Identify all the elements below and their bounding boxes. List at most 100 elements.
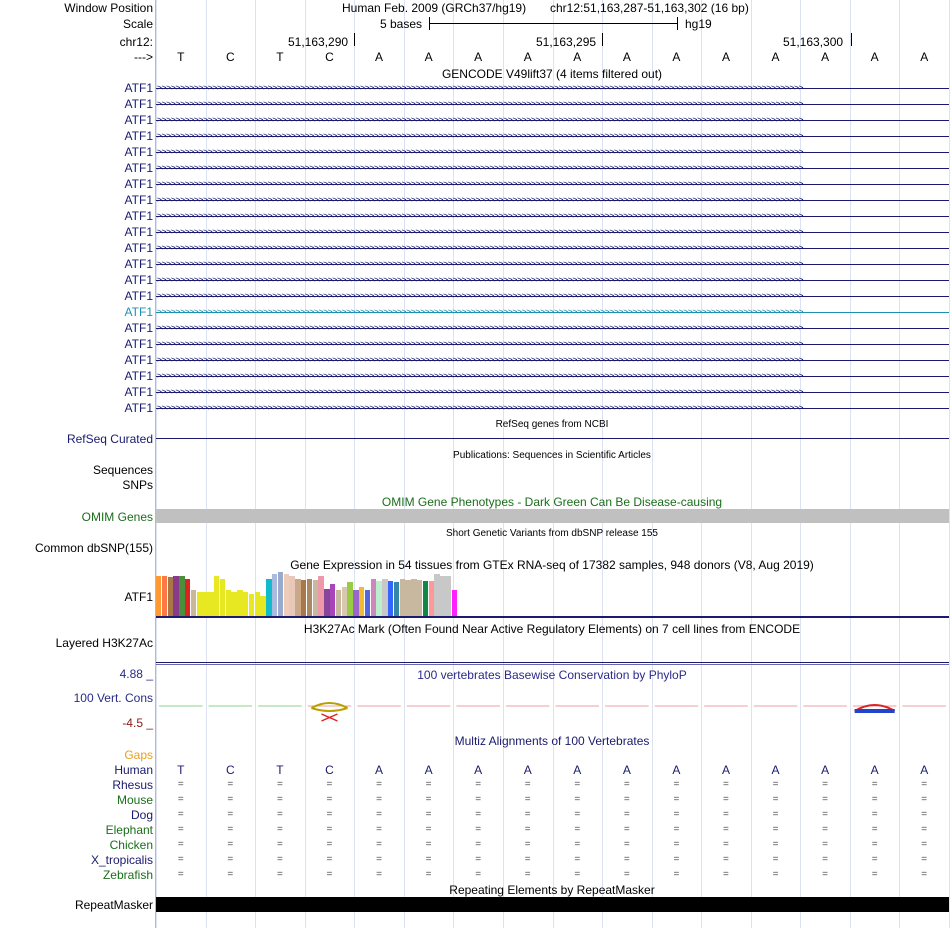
gencode-transcript-line[interactable] [156, 312, 949, 313]
gtex-tissue-bar[interactable] [208, 592, 214, 616]
h3k27ac-title[interactable]: H3K27Ac Mark (Often Found Near Active Re… [303, 622, 801, 636]
dbsnp-label[interactable]: Common dbSNP(155) [34, 541, 153, 555]
gencode-item-label[interactable]: ATF1 [124, 177, 153, 191]
gtex-tissue-bar[interactable] [301, 580, 307, 616]
gtex-tissue-bar[interactable] [156, 576, 162, 616]
gtex-tissue-bar[interactable] [359, 587, 365, 616]
omim-title[interactable]: OMIM Gene Phenotypes - Dark Green Can Be… [381, 495, 723, 509]
gencode-item-label[interactable]: ATF1 [124, 289, 153, 303]
gencode-transcript-line[interactable] [156, 232, 949, 233]
gtex-tissue-bar[interactable] [260, 596, 266, 616]
gtex-tissue-bar[interactable] [393, 582, 400, 616]
gtex-tissue-bar[interactable] [196, 592, 202, 616]
gtex-tissue-bar[interactable] [324, 589, 330, 616]
gtex-tissue-bar[interactable] [428, 581, 434, 616]
gtex-tissue-bar[interactable] [347, 582, 353, 616]
gencode-item-label[interactable]: ATF1 [124, 257, 153, 271]
gencode-transcript-line[interactable] [156, 104, 949, 105]
gencode-transcript-line[interactable] [156, 344, 949, 345]
gencode-item-label[interactable]: ATF1 [124, 97, 153, 111]
gtex-tissue-bar[interactable] [417, 580, 423, 616]
gencode-transcript-line[interactable] [156, 328, 949, 329]
publications-sequences-label[interactable]: Sequences [92, 463, 153, 477]
gencode-item-label[interactable]: ATF1 [124, 353, 153, 367]
multiz-species-label[interactable]: Zebrafish [102, 868, 153, 882]
dbsnp-title[interactable]: Short Genetic Variants from dbSNP releas… [446, 528, 658, 539]
gtex-tissue-bar[interactable] [202, 592, 208, 616]
gtex-tissue-bar[interactable] [382, 579, 388, 616]
gencode-transcript-line[interactable] [156, 200, 949, 201]
multiz-species-label[interactable]: Mouse [116, 793, 153, 807]
refseq-label[interactable]: RefSeq Curated [66, 432, 153, 446]
gencode-transcript-line[interactable] [156, 280, 949, 281]
gtex-tissue-bar[interactable] [283, 574, 289, 616]
gtex-tissue-bar[interactable] [185, 579, 191, 616]
repeatmasker-label[interactable]: RepeatMasker [74, 898, 153, 912]
gencode-transcript-line[interactable] [156, 168, 949, 169]
gtex-tissue-bar[interactable] [312, 580, 318, 616]
gencode-transcript-line[interactable] [156, 376, 949, 377]
gtex-tissue-bar[interactable] [214, 576, 220, 616]
gtex-tissue-bar[interactable] [440, 576, 446, 616]
gtex-tissue-bar[interactable] [353, 590, 359, 616]
multiz-species-label[interactable]: Dog [130, 808, 153, 822]
omim-label[interactable]: OMIM Genes [81, 510, 153, 524]
gencode-item-label[interactable]: ATF1 [124, 129, 153, 143]
multiz-species-label[interactable]: Chicken [109, 838, 153, 852]
gencode-item-label[interactable]: ATF1 [124, 273, 153, 287]
omim-bar[interactable] [156, 509, 949, 523]
gtex-tissue-bar[interactable] [219, 579, 226, 616]
gtex-tissue-bar[interactable] [434, 574, 440, 616]
gencode-transcript-line[interactable] [156, 88, 949, 89]
gtex-tissue-bar[interactable] [248, 594, 255, 616]
gencode-item-label[interactable]: ATF1 [124, 401, 153, 415]
gtex-tissue-bar[interactable] [173, 576, 179, 616]
gtex-tissue-bar[interactable] [376, 581, 382, 616]
gtex-tissue-bar[interactable] [243, 592, 249, 616]
gencode-item-label[interactable]: ATF1 [124, 225, 153, 239]
gencode-transcript-line[interactable] [156, 216, 949, 217]
gtex-tissue-bar[interactable] [167, 577, 173, 616]
gencode-transcript-line[interactable] [156, 408, 949, 409]
refseq-line[interactable] [156, 438, 949, 439]
publications-title[interactable]: Publications: Sequences in Scientific Ar… [453, 450, 651, 461]
gtex-gene-label[interactable]: ATF1 [124, 590, 153, 604]
gtex-tissue-bar[interactable] [306, 579, 313, 616]
gtex-tissue-bar[interactable] [254, 592, 260, 616]
snps-label[interactable]: SNPs [122, 478, 153, 492]
refseq-title[interactable]: RefSeq genes from NCBI [495, 419, 609, 430]
gencode-item-label[interactable]: ATF1 [124, 305, 153, 319]
gtex-tissue-bar[interactable] [330, 584, 336, 616]
gtex-tissue-bar[interactable] [289, 576, 295, 616]
gencode-item-label[interactable]: ATF1 [124, 209, 153, 223]
gencode-transcript-line[interactable] [156, 152, 949, 153]
gtex-tissue-bar[interactable] [179, 576, 185, 616]
gencode-item-label[interactable]: ATF1 [124, 81, 153, 95]
gtex-tissue-bar[interactable] [161, 576, 168, 616]
gencode-transcript-line[interactable] [156, 184, 949, 185]
gtex-tissue-bar[interactable] [451, 590, 458, 616]
gtex-tissue-bar[interactable] [266, 579, 272, 616]
gtex-tissue-bar[interactable] [388, 581, 394, 616]
gtex-tissue-bar[interactable] [364, 590, 371, 616]
multiz-species-label[interactable]: Rhesus [112, 778, 153, 792]
gencode-item-label[interactable]: ATF1 [124, 369, 153, 383]
gencode-item-label[interactable]: ATF1 [124, 145, 153, 159]
gencode-title[interactable]: GENCODE V49lift37 (4 items filtered out) [441, 67, 663, 81]
phylop-label[interactable]: 100 Vert. Cons [73, 691, 153, 705]
gtex-tissue-bar[interactable] [277, 572, 284, 616]
gencode-item-label[interactable]: ATF1 [124, 113, 153, 127]
gtex-tissue-bar[interactable] [370, 579, 376, 616]
multiz-species-label[interactable]: Elephant [105, 823, 153, 837]
multiz-title[interactable]: Multiz Alignments of 100 Vertebrates [454, 734, 650, 748]
gtex-tissue-bar[interactable] [231, 592, 237, 616]
gtex-tissue-bar[interactable] [190, 590, 197, 616]
gtex-tissue-bar[interactable] [272, 574, 278, 616]
gencode-transcript-line[interactable] [156, 120, 949, 121]
gencode-item-label[interactable]: ATF1 [124, 161, 153, 175]
gtex-title[interactable]: Gene Expression in 54 tissues from GTEx … [290, 558, 814, 572]
gtex-tissue-bar[interactable] [411, 579, 417, 616]
phylop-title[interactable]: 100 vertebrates Basewise Conservation by… [417, 668, 687, 682]
gencode-item-label[interactable]: ATF1 [124, 321, 153, 335]
